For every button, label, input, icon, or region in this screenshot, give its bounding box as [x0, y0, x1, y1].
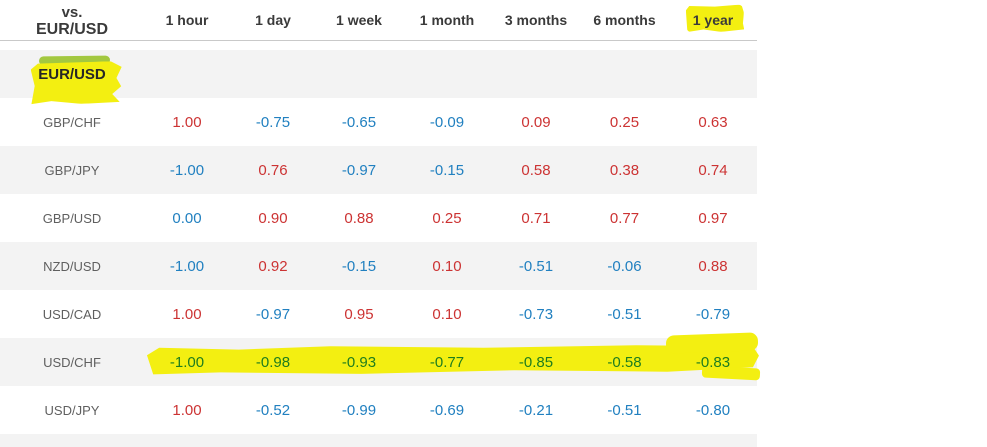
correlation-value: -0.06	[607, 257, 642, 275]
column-header-1-hour: 1 hour	[165, 12, 209, 28]
correlation-value: -0.83	[695, 353, 731, 371]
table-row-nzd-usd: NZD/USD -1.00 0.92 -0.15 0.10 -0.51 -0.06 0.88	[0, 242, 757, 290]
correlation-value: 0.38	[609, 161, 640, 179]
table-body: EUR/USD GBP/CHF 1.00 -0.75 -0.65 -0.09 0.09 0.2…	[0, 50, 987, 434]
correlation-value: -0.15	[429, 161, 465, 179]
correlation-value: 0.95	[344, 305, 374, 323]
corner-header-vs-eurusd: vs. EUR/USD	[0, 2, 144, 38]
correlation-value: -0.58	[607, 353, 642, 371]
correlation-value: 1.00	[172, 113, 202, 131]
correlation-value: 0.58	[521, 161, 551, 179]
correlation-value: -0.51	[518, 257, 554, 275]
corner-header-line1: vs.	[61, 4, 83, 21]
correlation-value: -0.65	[341, 113, 377, 131]
correlation-value: 0.74	[698, 161, 728, 179]
correlation-value: -0.93	[341, 353, 377, 371]
correlation-value: -0.79	[695, 305, 731, 323]
correlation-value: -1.00	[169, 257, 205, 275]
correlation-value: 0.92	[258, 257, 288, 275]
column-header-6-months: 6 months	[593, 12, 656, 28]
correlation-value: -0.75	[255, 113, 291, 131]
correlation-value: -0.51	[607, 401, 642, 419]
correlation-value: 0.76	[258, 161, 288, 179]
corner-header-line2: EUR/USD	[35, 21, 108, 38]
correlation-value: 0.09	[521, 113, 551, 131]
table-header-row: vs. EUR/USD 1 hour 1 day 1 week 1 month 3 mo…	[0, 0, 757, 41]
pair-label: GBP/CHF	[43, 114, 101, 130]
column-header-1-month: 1 month	[419, 12, 475, 28]
column-header-1-week: 1 week	[336, 12, 382, 28]
correlation-value: 0.71	[521, 209, 551, 227]
pair-label: GBP/JPY	[44, 162, 100, 178]
pair-label: GBP/USD	[42, 210, 102, 226]
correlation-value: 0.10	[432, 257, 462, 275]
table-row-gbp-jpy: GBP/JPY -1.00 0.76 -0.97 -0.15 0.58 0.38 0.74	[0, 146, 757, 194]
column-header-3-months: 3 months	[504, 12, 568, 28]
partial-next-row-band	[0, 434, 757, 447]
table-row-gbp-chf: GBP/CHF 1.00 -0.75 -0.65 -0.09 0.09 0.25 0.63	[0, 98, 757, 146]
correlation-value: 0.97	[698, 209, 728, 227]
correlation-value: -0.21	[518, 401, 554, 419]
correlation-value: -0.80	[695, 401, 731, 419]
pair-label: EUR/USD	[38, 65, 106, 83]
correlation-value: -0.98	[255, 353, 291, 371]
correlation-value: 0.88	[698, 257, 728, 275]
table-row-usd-cad: USD/CAD 1.00 -0.97 0.95 0.10 -0.73 -0.51 -0.79	[0, 290, 757, 338]
correlation-value: 0.77	[609, 209, 640, 227]
correlation-value: -0.97	[255, 305, 291, 323]
correlation-value: 0.00	[172, 209, 202, 227]
column-header-1-day: 1 day	[255, 12, 291, 28]
pair-label: USD/JPY	[44, 402, 100, 418]
correlation-value: 0.63	[698, 113, 728, 131]
column-header-1-year: 1 year	[692, 12, 734, 28]
correlation-value: 0.88	[344, 209, 374, 227]
correlation-value: 0.25	[432, 209, 462, 227]
table-row-gbp-usd: GBP/USD 0.00 0.90 0.88 0.25 0.71 0.77 0.97	[0, 194, 757, 242]
correlation-value: 1.00	[172, 305, 202, 323]
pair-label: USD/CHF	[43, 354, 101, 370]
correlation-value: -0.77	[429, 353, 465, 371]
correlation-value: -0.69	[429, 401, 465, 419]
correlation-value: -1.00	[169, 161, 205, 179]
correlation-value: -0.52	[255, 401, 291, 419]
correlation-value: -1.00	[169, 353, 205, 371]
correlation-value: -0.51	[607, 305, 642, 323]
table-row-usd-chf: USD/CHF -1.00 -0.98 -0.93 -0.77 -0.85 -0.58 -0.…	[0, 338, 757, 386]
correlation-value: -0.85	[518, 353, 554, 371]
correlation-value: -0.99	[341, 401, 377, 419]
pair-label: NZD/USD	[43, 258, 101, 274]
correlation-value: -0.09	[429, 113, 465, 131]
table-row-usd-jpy: USD/JPY 1.00 -0.52 -0.99 -0.69 -0.21 -0.51 -0.8…	[0, 386, 757, 434]
correlation-value: -0.73	[518, 305, 554, 323]
pair-label: USD/CAD	[42, 306, 102, 322]
correlation-value: -0.97	[341, 161, 377, 179]
correlation-value: 0.90	[258, 209, 288, 227]
table-row-eur-usd: EUR/USD	[0, 50, 757, 98]
correlation-value: 1.00	[172, 401, 202, 419]
correlation-value: 0.25	[609, 113, 640, 131]
correlation-value: -0.15	[341, 257, 377, 275]
correlation-value: 0.10	[432, 305, 462, 323]
